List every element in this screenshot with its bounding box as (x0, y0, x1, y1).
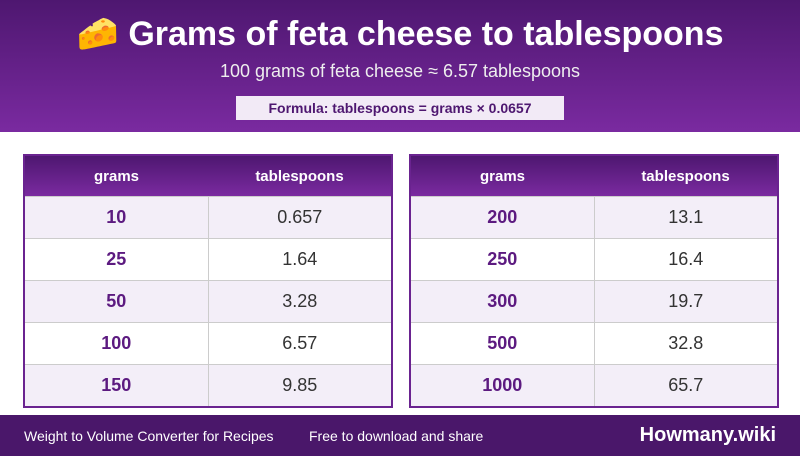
tablespoons-cell: 19.7 (593, 280, 779, 323)
grams-cell: 250 (409, 238, 595, 281)
column-header: grams (24, 155, 208, 197)
row: 50 3.28 (23, 280, 393, 323)
row: 150 9.85 (23, 364, 393, 408)
row: 100 6.57 (23, 322, 393, 365)
header-row: grams tablespoons (24, 155, 392, 197)
grams-cell: 100 (23, 322, 209, 365)
formula: Formula: tablespoons = grams × 0.0657 (236, 96, 564, 120)
grams-cell: 50 (23, 280, 209, 323)
brand[interactable]: Howmany.wiki (639, 424, 776, 446)
conversion-table: grams tablespoons 200 13.1 250 16.4 300 19.7 500… (409, 154, 779, 408)
grams-cell: 200 (409, 196, 595, 239)
tablespoons-cell: 16.4 (593, 238, 779, 281)
tablespoons-cell: 9.85 (207, 364, 393, 408)
header-row: grams tablespoons (410, 155, 778, 197)
tablespoons-cell: 65.7 (593, 364, 779, 408)
conversion-table: grams tablespoons 10 0.657 25 1.64 50 3.28 100 6.… (23, 154, 393, 408)
footer: Weight to Volume Converter for Recipes F… (0, 415, 800, 456)
grams-cell: 500 (409, 322, 595, 365)
title: 🧀 Grams of feta cheese to tablespoons (0, 14, 800, 54)
column-header: tablespoons (208, 155, 392, 197)
column-header: tablespoons (594, 155, 778, 197)
grams-cell: 25 (23, 238, 209, 281)
row: 500 32.8 (409, 322, 779, 365)
grams-cell: 300 (409, 280, 595, 323)
grams-cell: 1000 (409, 364, 595, 408)
subtitle: 100 grams of feta cheese ≈ 6.57 tablespo… (219, 61, 581, 81)
tablespoons-cell: 3.28 (207, 280, 393, 323)
footer-middle: Free to download and share (309, 428, 484, 444)
row: 1000 65.7 (409, 364, 779, 408)
row: 200 13.1 (409, 196, 779, 239)
tablespoons-cell: 6.57 (207, 322, 393, 365)
row: 250 16.4 (409, 238, 779, 281)
row: 10 0.657 (23, 196, 393, 239)
tablespoons-cell: 13.1 (593, 196, 779, 239)
row: 25 1.64 (23, 238, 393, 281)
column-header: grams (410, 155, 594, 197)
row: 300 19.7 (409, 280, 779, 323)
title-text: Grams of feta cheese to tablespoons (128, 15, 724, 53)
grams-cell: 150 (23, 364, 209, 408)
grams-cell: 10 (23, 196, 209, 239)
footer-left: Weight to Volume Converter for Recipes (24, 428, 274, 444)
icon: 🧀 (76, 15, 119, 53)
tablespoons-cell: 1.64 (207, 238, 393, 281)
tablespoons-cell: 0.657 (207, 196, 393, 239)
header: 🧀 Grams of feta cheese to tablespoons 10… (0, 0, 800, 132)
tablespoons-cell: 32.8 (593, 322, 779, 365)
